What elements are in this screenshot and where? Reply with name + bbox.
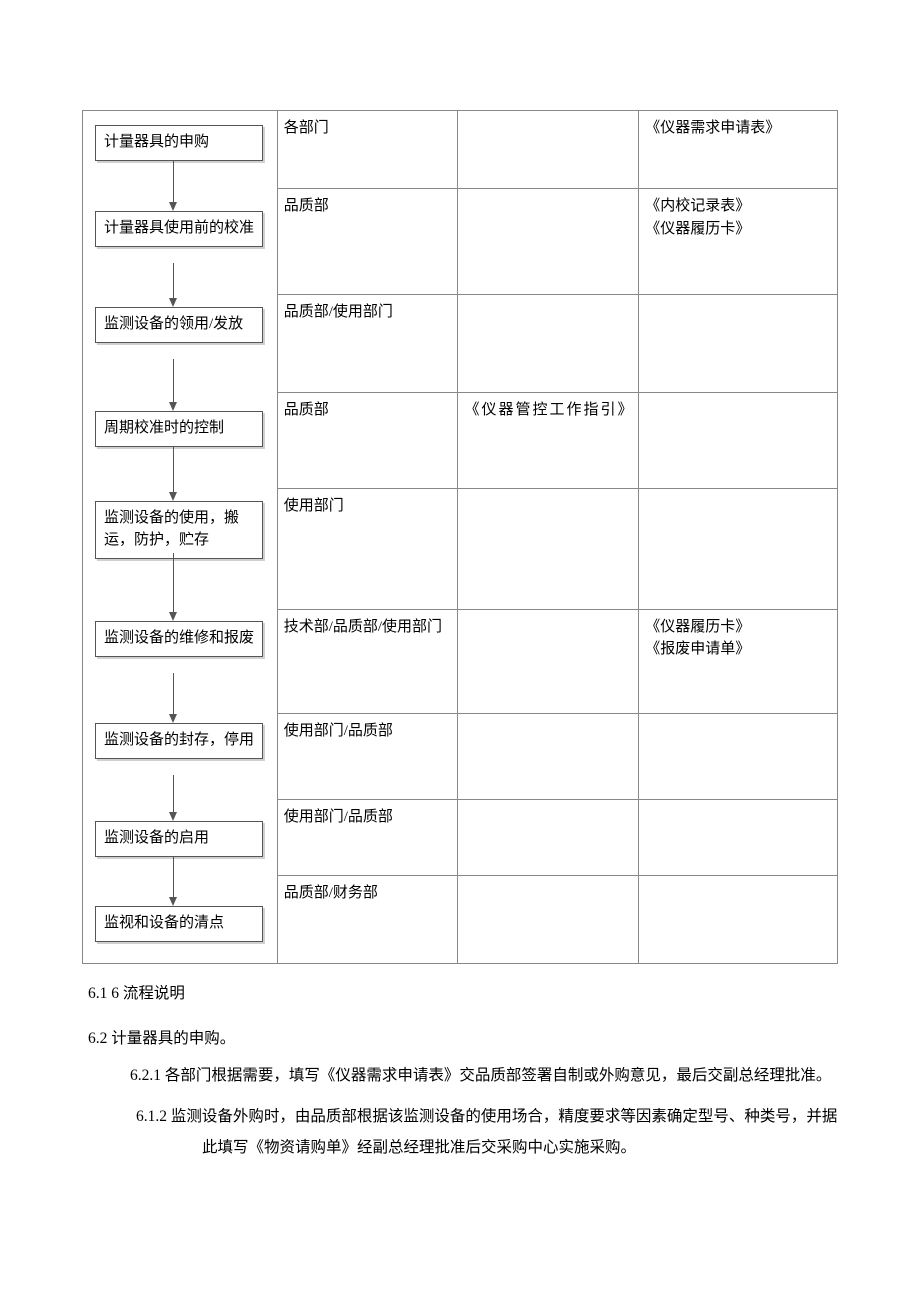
dept-cell: 品质部/财务部 xyxy=(277,875,458,963)
reference-cell xyxy=(458,189,639,295)
reference-cell xyxy=(458,295,639,393)
document-cell xyxy=(639,875,838,963)
dept-cell: 使用部门 xyxy=(277,489,458,609)
document-cell xyxy=(639,393,838,489)
reference-cell xyxy=(458,799,639,875)
reference-cell: 《仪器管控工作指引》 xyxy=(458,393,639,489)
body-text: 6.1 6 流程说明 6.2 计量器具的申购。 6.2.1 各部门根据需要，填写… xyxy=(82,978,838,1163)
flow-node: 监测设备的封存，停用 xyxy=(95,723,263,759)
document-cell xyxy=(639,489,838,609)
flow-node: 监测设备的维修和报废 xyxy=(95,621,263,657)
flow-node: 监测设备的启用 xyxy=(95,821,263,857)
flow-column: 计量器具的申购计量器具使用前的校准监测设备的领用/发放周期校准时的控制监测设备的… xyxy=(83,111,278,964)
reference-cell xyxy=(458,609,639,713)
reference-cell xyxy=(458,489,639,609)
document-cell xyxy=(639,713,838,799)
document-cell xyxy=(639,799,838,875)
dept-cell: 各部门 xyxy=(277,111,458,189)
flow-node: 监测设备的使用，搬运，防护，贮存 xyxy=(95,501,263,559)
flow-node: 监测设备的领用/发放 xyxy=(95,307,263,343)
reference-cell xyxy=(458,875,639,963)
document-cell: 《内校记录表》 《仪器履历卡》 xyxy=(639,189,838,295)
dept-cell: 使用部门/品质部 xyxy=(277,799,458,875)
document-cell: 《仪器需求申请表》 xyxy=(639,111,838,189)
section-6-1-2: 6.1.2 监测设备外购时，由品质部根据该监测设备的使用场合，精度要求等因素确定… xyxy=(202,1101,838,1163)
dept-cell: 品质部 xyxy=(277,393,458,489)
dept-cell: 品质部/使用部门 xyxy=(277,295,458,393)
section-6-2-1: 6.2.1 各部门根据需要，填写《仪器需求申请表》交品质部签署自制或外购意见，最… xyxy=(190,1060,838,1091)
document-cell: 《仪器履历卡》 《报废申请单》 xyxy=(639,609,838,713)
dept-cell: 使用部门/品质部 xyxy=(277,713,458,799)
page-root: 计量器具的申购计量器具使用前的校准监测设备的领用/发放周期校准时的控制监测设备的… xyxy=(82,110,838,1163)
dept-cell: 技术部/品质部/使用部门 xyxy=(277,609,458,713)
dept-cell: 品质部 xyxy=(277,189,458,295)
reference-cell xyxy=(458,111,639,189)
process-table: 计量器具的申购计量器具使用前的校准监测设备的领用/发放周期校准时的控制监测设备的… xyxy=(82,110,838,964)
flow-node: 周期校准时的控制 xyxy=(95,411,263,447)
reference-cell xyxy=(458,713,639,799)
section-6-1: 6.1 6 流程说明 xyxy=(88,978,838,1009)
table-row: 计量器具的申购计量器具使用前的校准监测设备的领用/发放周期校准时的控制监测设备的… xyxy=(83,111,838,189)
section-6-2: 6.2 计量器具的申购。 xyxy=(88,1023,838,1054)
flow-node: 监视和设备的清点 xyxy=(95,906,263,942)
flow-node: 计量器具使用前的校准 xyxy=(95,211,263,247)
document-cell xyxy=(639,295,838,393)
flow-node: 计量器具的申购 xyxy=(95,125,263,161)
